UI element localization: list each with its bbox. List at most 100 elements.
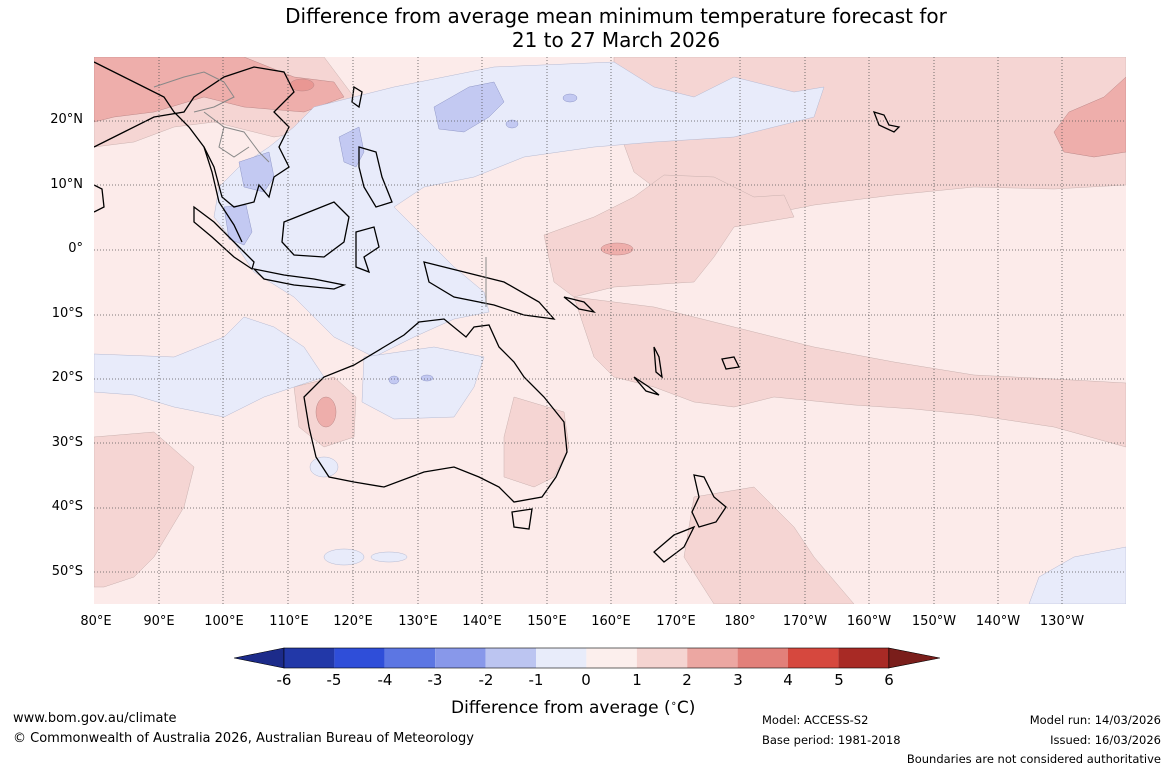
chart-title: Difference from average mean minimum tem…: [0, 4, 1173, 52]
lon-label-80e: 80°E: [80, 614, 112, 629]
borneo: [281, 201, 350, 258]
lat-label-10s: 10°S: [51, 306, 83, 321]
gridlines: [94, 57, 1126, 604]
lon-label-140e: 140°E: [462, 614, 502, 629]
lat-label-40s: 40°S: [51, 499, 83, 514]
degree-symbol: ∘: [670, 698, 677, 710]
disclaimer: Boundaries are not considered authoritat…: [906, 752, 1161, 766]
country-borders: [153, 71, 487, 307]
copyright: © Commonwealth of Australia 2026, Austra…: [13, 731, 474, 746]
lon-label-160w: 160°W: [846, 614, 892, 629]
colorbar-bin-2: [334, 648, 385, 668]
sri-lanka: [94, 184, 105, 213]
issued-date: Issued: 16/03/2026: [1050, 733, 1161, 747]
colorbar-tick: -1: [528, 671, 544, 689]
colorbar-bin-3: [384, 648, 436, 668]
colorbar-bin-6: [536, 648, 587, 668]
anomaly-1-to-2-south-pacific-band: [573, 296, 1126, 448]
vanuatu: [653, 346, 663, 379]
anomaly-2-to-3-wa: [315, 396, 337, 428]
colorbar-tick: -6: [276, 671, 292, 689]
hawaii: [872, 110, 901, 133]
lon-label-170w: 170°W: [782, 614, 828, 629]
anomaly-minus-1-to-2-small: [505, 119, 519, 129]
colorbar-bin-4: [435, 648, 486, 668]
lat-label-50s: 50°S: [51, 564, 83, 579]
anomaly-2-to-3-china: [289, 78, 315, 92]
lon-label-90e: 90°E: [143, 614, 175, 629]
lat-label-30s: 30°S: [51, 435, 83, 450]
anomaly-1-to-2-southwest: [94, 431, 195, 588]
colorbar-label: Difference from average (∘C): [451, 698, 695, 718]
malay-peninsula: [203, 146, 243, 243]
lon-label-180: 180°: [724, 614, 756, 629]
anomaly-minus-0-to-1-maritime: [213, 61, 825, 358]
colorbar-tick: 3: [733, 671, 743, 689]
anomaly-minus-0-to-1-south-2: [370, 551, 408, 563]
anomaly-minus-0-to-1-indian-ocean: [94, 316, 325, 418]
anomaly-1-to-2-tropical-pacific: [543, 174, 795, 298]
colorbar-label-unit: C): [676, 698, 696, 718]
forecast-map: [94, 57, 1126, 604]
colorbar-label-text: Difference from average (: [451, 698, 671, 718]
colorbar-min-arrow: [234, 647, 285, 669]
anomaly-1-to-2-australia-east: [503, 396, 570, 488]
new-zealand-south: [653, 525, 696, 563]
colorbar-bin-8: [636, 648, 688, 668]
colorbar-tick: -2: [478, 671, 494, 689]
website-link[interactable]: www.bom.gov.au/climate: [13, 711, 177, 726]
lon-label-100e: 100°E: [204, 614, 244, 629]
anomaly-minus-1-to-2-aus-b: [420, 374, 434, 382]
lat-label-0: 0°: [68, 241, 83, 256]
colorbar-bin-12: [838, 648, 889, 668]
colorbar-bin-11: [788, 648, 839, 668]
anomaly-minus-0-to-1-south: [323, 548, 365, 566]
anomaly-minus-1-to-2-indochina: [238, 151, 275, 193]
new-zealand-north: [691, 474, 727, 528]
title-line-2: 21 to 27 March 2026: [511, 28, 721, 52]
colorbar-tick: 5: [834, 671, 844, 689]
philippines: [358, 146, 393, 208]
model-run: Model run: 14/03/2026: [1029, 713, 1161, 727]
solomon-islands: [563, 296, 596, 314]
sulawesi: [355, 226, 380, 274]
base-period: Base period: 1981-2018: [762, 733, 901, 747]
colorbar-bin-10: [737, 648, 788, 668]
model-name: Model: ACCESS-S2: [762, 713, 869, 727]
colorbar: [234, 647, 940, 669]
colorbar-tick: 4: [783, 671, 793, 689]
lon-label-160e: 160°E: [591, 614, 631, 629]
tasmania: [511, 508, 533, 530]
anomaly-minus-1-to-2-pacific: [433, 81, 505, 133]
anomaly-minus-1-to-2-small-2: [562, 93, 578, 103]
lon-label-110e: 110°E: [269, 614, 309, 629]
lon-label-170e: 170°E: [656, 614, 696, 629]
colorbar-tick: 2: [682, 671, 692, 689]
java: [252, 267, 347, 290]
anomaly-2-to-3-coral: [600, 242, 634, 256]
asia-coast: [94, 61, 295, 208]
sumatra: [193, 205, 255, 271]
anomaly-2-to-3-asia: [94, 57, 345, 123]
anomaly-minus-1-to-2-aus-a: [388, 375, 400, 385]
anomaly-minus-1-to-2-philippines: [338, 126, 365, 168]
colorbar-tick: -3: [427, 671, 443, 689]
lon-label-150w: 150°W: [911, 614, 957, 629]
anomaly-1-to-2-tasman-south: [683, 486, 855, 604]
fiji: [721, 356, 740, 370]
colorbar-max-arrow: [888, 647, 940, 669]
australia: [303, 318, 568, 503]
colorbar-bin-1: [284, 648, 335, 668]
anomaly-2-to-3-east-pacific: [1053, 76, 1126, 158]
colorbar-tick: -4: [377, 671, 393, 689]
anomaly-minus-0-to-1-australia: [361, 346, 485, 420]
lon-label-130e: 130°E: [398, 614, 438, 629]
colorbar-bin-9: [687, 648, 738, 668]
new-caledonia: [633, 376, 660, 396]
colorbar-bin-7: [586, 648, 637, 668]
anomaly-minus-0-to-1-far-east: [1028, 546, 1126, 604]
lat-label-10n: 10°N: [50, 177, 83, 192]
lat-label-20s: 20°S: [51, 370, 83, 385]
lon-label-150e: 150°E: [527, 614, 567, 629]
title-line-1: Difference from average mean minimum tem…: [285, 4, 947, 28]
